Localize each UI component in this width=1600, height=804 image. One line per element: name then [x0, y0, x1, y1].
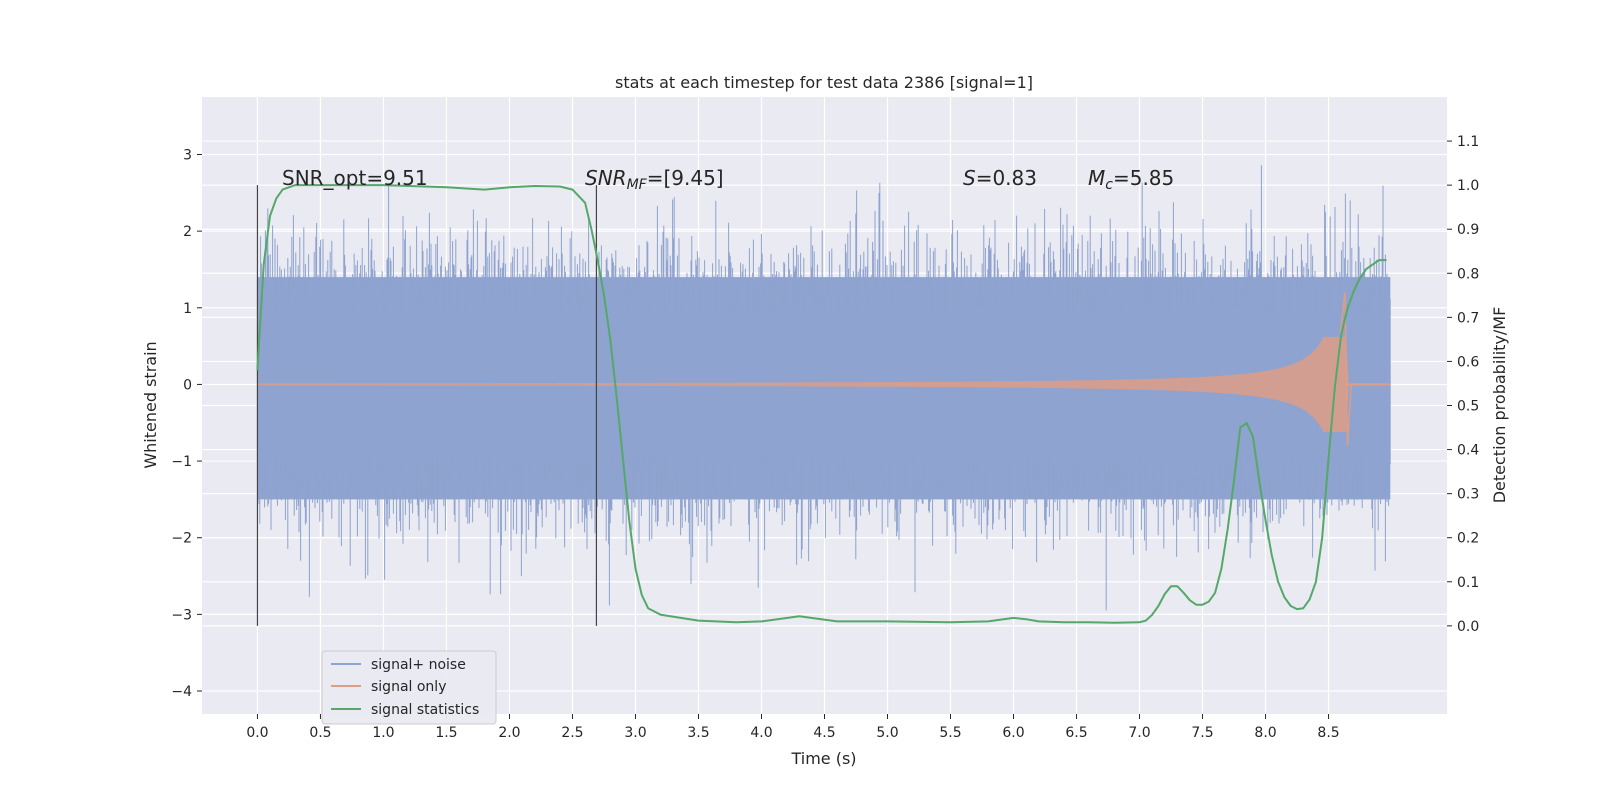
x-tick-label: 1.0 — [372, 725, 394, 741]
x-tick-label: 2.5 — [561, 725, 583, 741]
y2-tick-label: 0.9 — [1457, 222, 1479, 238]
y2-axis-label: Detection probability/MF — [1490, 307, 1509, 504]
y2-tick-label: 0.0 — [1457, 619, 1479, 635]
x-tick-label: 7.0 — [1128, 725, 1150, 741]
y2-tick-label: 0.2 — [1457, 531, 1479, 547]
x-tick-label: 5.0 — [876, 725, 898, 741]
x-tick-label: 5.5 — [939, 725, 961, 741]
y-tick-label: −1 — [171, 454, 192, 470]
y2-tick-label: 1.1 — [1457, 134, 1479, 150]
y-tick-label: 1 — [183, 301, 192, 317]
x-tick-label: 6.5 — [1065, 725, 1087, 741]
y2-tick-label: 0.1 — [1457, 575, 1479, 591]
annotation-snr-opt: SNR_opt=9.51 — [282, 166, 428, 190]
signal-envelope — [257, 336, 1389, 432]
x-tick-label: 8.0 — [1254, 725, 1276, 741]
chart-title: stats at each timestep for test data 238… — [615, 73, 1033, 92]
x-tick-label: 0.5 — [309, 725, 331, 741]
y2-tick-label: 0.4 — [1457, 443, 1479, 459]
x-tick-label: 6.0 — [1002, 725, 1024, 741]
mc-sub: c — [1105, 177, 1113, 193]
y-axis-label: Whitened strain — [141, 341, 160, 468]
statistics-line — [256, 184, 1387, 624]
y-tick-label: −2 — [171, 531, 192, 547]
s-rest: =0.83 — [976, 166, 1037, 190]
legend-box — [321, 650, 497, 725]
snr-mf-sub: MF — [627, 177, 648, 193]
s-main: S — [963, 166, 976, 190]
y-tick-label: 0 — [183, 377, 192, 393]
x-tick-label: 0.0 — [246, 725, 268, 741]
x-tick-label: 8.5 — [1317, 725, 1339, 741]
annotation-s: S=0.83 — [963, 166, 1037, 190]
y-tick-label: −3 — [171, 607, 192, 623]
annotation-snr-mf: SNRMF=[9.45] — [585, 166, 724, 193]
series-signal-statistics — [256, 184, 1387, 624]
mc-rest: =5.85 — [1113, 166, 1174, 190]
signal-peak — [1337, 292, 1352, 446]
snr-mf-rest: =[9.45] — [647, 166, 724, 190]
y2-tick-label: 0.7 — [1457, 310, 1479, 326]
annotation-mc: Mc=5.85 — [1088, 166, 1174, 193]
series-signal-only — [257, 292, 1391, 446]
x-tick-label: 3.5 — [687, 725, 709, 741]
legend: signal+ noise signal only signal statist… — [321, 650, 497, 725]
y-tick-label: 3 — [183, 147, 192, 163]
x-tick-label: 4.0 — [750, 725, 772, 741]
y2-tick-label: 0.3 — [1457, 487, 1479, 503]
y2-tick-label: 0.6 — [1457, 354, 1479, 370]
axis-ticks: 0.0 0.5 1.0 1.5 2.0 2.5 3.0 3.5 4.0 4.5 5.0 5.5 6.0 6… — [171, 134, 1479, 741]
x-tick-label: 3.0 — [624, 725, 646, 741]
x-tick-label: 4.5 — [813, 725, 835, 741]
y-tick-label: 2 — [183, 224, 192, 240]
y2-tick-label: 1.0 — [1457, 178, 1479, 194]
y2-tick-label: 0.8 — [1457, 266, 1479, 282]
x-tick-label: 1.5 — [435, 725, 457, 741]
legend-label-signal-only: signal only — [371, 679, 446, 695]
y2-tick-label: 0.5 — [1457, 399, 1479, 415]
snr-mf-main: SNR — [585, 166, 627, 190]
legend-label-statistics: signal statistics — [371, 702, 479, 718]
x-tick-label: 7.5 — [1191, 725, 1213, 741]
y-tick-label: −4 — [171, 684, 192, 700]
x-axis-label: Time (s) — [790, 749, 856, 768]
mc-main: M — [1088, 166, 1105, 190]
x-tick-label: 2.0 — [498, 725, 520, 741]
legend-label-signal-noise: signal+ noise — [371, 657, 466, 673]
